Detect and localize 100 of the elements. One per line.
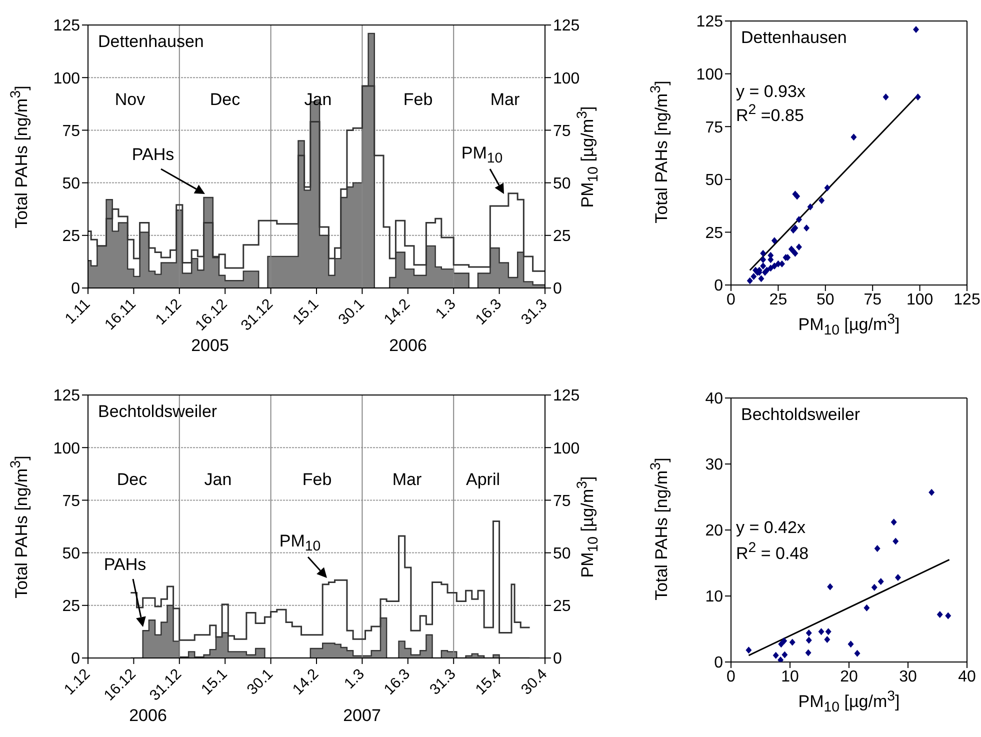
point bbox=[792, 224, 798, 232]
point bbox=[892, 538, 899, 545]
point bbox=[805, 649, 812, 656]
point bbox=[778, 640, 784, 648]
annotation: Jan bbox=[304, 90, 332, 110]
text: 2007 bbox=[343, 706, 381, 726]
point bbox=[914, 94, 921, 101]
chart-title: Dettenhausen bbox=[98, 32, 204, 52]
x-tick-label: 30.1 bbox=[244, 666, 276, 698]
point bbox=[874, 544, 880, 552]
annotation: Dec bbox=[116, 470, 148, 490]
x-tick-label: 1.11 bbox=[62, 296, 94, 328]
point bbox=[806, 636, 812, 644]
point bbox=[848, 640, 854, 648]
y-tick-label: 100 bbox=[696, 66, 724, 84]
point bbox=[827, 583, 834, 590]
point bbox=[850, 134, 857, 141]
point bbox=[768, 264, 774, 272]
point bbox=[758, 275, 764, 282]
y-tick-label: 125 bbox=[696, 14, 724, 31]
point bbox=[878, 578, 884, 585]
x-tick-label: 30 bbox=[899, 668, 917, 686]
y-tick-label: 40 bbox=[705, 390, 724, 408]
y-tick-label: 125 bbox=[53, 388, 80, 405]
point bbox=[871, 584, 878, 591]
point bbox=[890, 518, 897, 526]
point bbox=[894, 574, 901, 582]
y-tick-label: 50 bbox=[62, 545, 80, 562]
y-tick-label: 10 bbox=[705, 588, 724, 606]
point bbox=[771, 262, 778, 270]
x-tick-label: 0 bbox=[726, 291, 736, 308]
point bbox=[824, 184, 830, 192]
y-tick-label: 75 bbox=[705, 119, 724, 136]
point bbox=[806, 629, 812, 636]
y-tick-label: 50 bbox=[705, 172, 724, 190]
text: 2006 bbox=[389, 336, 427, 356]
x-axis-title: PM$_{10}$ [µg/m$^{3}$] bbox=[798, 688, 900, 716]
y2-tick-label: 125 bbox=[553, 388, 580, 405]
x-tick-label: 30.1 bbox=[335, 296, 368, 328]
y-tick-label: 0 bbox=[71, 650, 80, 668]
x-tick-label: 0 bbox=[726, 668, 736, 686]
x-tick-label: 15.1 bbox=[198, 666, 231, 698]
y-tick-label: 100 bbox=[53, 440, 80, 458]
y2-tick-label: 125 bbox=[553, 18, 580, 35]
point bbox=[824, 636, 830, 644]
annotation: y = 0.93x bbox=[736, 82, 806, 102]
text: PAHs bbox=[132, 145, 174, 165]
point bbox=[818, 197, 825, 204]
text: PAHs bbox=[104, 555, 146, 575]
point bbox=[746, 277, 753, 284]
y-tick-label: 25 bbox=[62, 598, 80, 616]
point bbox=[804, 224, 810, 232]
point bbox=[781, 637, 788, 644]
x-tick-label: 25 bbox=[769, 291, 788, 308]
annotation: R$^{2}$ = 0.48 bbox=[736, 540, 809, 564]
annotation: Dec bbox=[210, 90, 240, 110]
annotation: Nov bbox=[114, 90, 146, 110]
y-tick-label: 75 bbox=[62, 492, 80, 510]
point bbox=[760, 250, 766, 257]
chart-title: Bechtoldsweiler bbox=[741, 405, 860, 424]
y2-tick-label: 50 bbox=[553, 175, 571, 192]
point bbox=[778, 656, 784, 662]
point bbox=[854, 650, 860, 657]
point bbox=[775, 260, 782, 268]
point bbox=[864, 604, 870, 612]
y2-tick-label: 75 bbox=[553, 492, 571, 510]
x-tick-label: 30.4 bbox=[518, 666, 551, 698]
chart-title: Dettenhausen bbox=[741, 28, 847, 48]
x-tick-label: 40 bbox=[958, 668, 976, 686]
text: 2006 bbox=[129, 706, 167, 726]
point bbox=[760, 256, 766, 264]
y-tick-label: 100 bbox=[53, 70, 80, 88]
y2-tick-label: 50 bbox=[553, 545, 571, 562]
annotation: Feb bbox=[302, 470, 332, 490]
x-tick-label: 31.3 bbox=[426, 666, 460, 698]
annotation: R$^{2}$ =0.85 bbox=[736, 102, 804, 126]
y2-tick-label: 100 bbox=[553, 70, 580, 88]
point bbox=[928, 488, 935, 496]
annotation: y = 0.42x bbox=[736, 518, 806, 538]
annotation: Jan bbox=[204, 470, 232, 490]
y-tick-label: 0 bbox=[714, 654, 724, 672]
point bbox=[913, 26, 920, 33]
point bbox=[882, 94, 889, 101]
point bbox=[818, 628, 824, 636]
x-tick-label: 31.3 bbox=[518, 296, 551, 328]
x-tick-label: 20 bbox=[840, 668, 858, 686]
y-tick-label: 20 bbox=[705, 522, 724, 540]
x-tick-label: 50 bbox=[816, 291, 834, 308]
x-tick-label: 75 bbox=[864, 291, 882, 308]
annotation: Feb bbox=[403, 90, 433, 110]
y2-tick-label: 25 bbox=[553, 228, 571, 246]
point bbox=[771, 237, 778, 244]
point bbox=[796, 243, 802, 250]
x-tick-label: 1.3 bbox=[341, 666, 368, 692]
point bbox=[746, 646, 752, 654]
point bbox=[945, 612, 952, 620]
point bbox=[825, 628, 832, 636]
chart-title: Bechtoldsweiler bbox=[98, 402, 218, 422]
y2-tick-label: 25 bbox=[553, 598, 571, 616]
point bbox=[789, 638, 796, 646]
